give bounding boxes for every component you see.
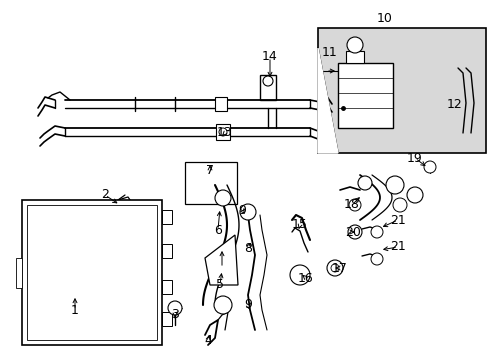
Bar: [162, 210, 172, 224]
Bar: [215, 97, 226, 111]
Circle shape: [370, 253, 382, 265]
Circle shape: [219, 128, 226, 136]
Bar: [162, 244, 172, 258]
Text: 11: 11: [322, 45, 337, 58]
Text: 4: 4: [203, 333, 211, 346]
Bar: [16, 258, 22, 288]
Circle shape: [263, 76, 272, 86]
Text: 19: 19: [407, 152, 422, 165]
Text: 21: 21: [389, 213, 405, 226]
Polygon shape: [204, 235, 238, 285]
Bar: [346, 51, 363, 63]
Polygon shape: [317, 48, 337, 153]
Bar: [337, 63, 392, 128]
Text: 9: 9: [244, 298, 251, 311]
Circle shape: [392, 198, 406, 212]
Circle shape: [347, 225, 361, 239]
Bar: [162, 312, 172, 326]
Bar: [184, 162, 237, 204]
Text: 8: 8: [244, 242, 251, 255]
Text: 12: 12: [446, 99, 462, 112]
Text: 10: 10: [376, 12, 392, 24]
Circle shape: [215, 190, 230, 206]
Circle shape: [357, 176, 371, 190]
Text: 3: 3: [171, 309, 179, 321]
Bar: [162, 280, 172, 294]
Circle shape: [406, 187, 422, 203]
Text: 21: 21: [389, 240, 405, 253]
Text: 1: 1: [71, 303, 79, 316]
Circle shape: [168, 301, 182, 315]
Text: 18: 18: [344, 198, 359, 211]
Text: 6: 6: [214, 224, 222, 237]
Text: 15: 15: [291, 219, 307, 231]
Text: 17: 17: [331, 261, 347, 274]
Circle shape: [330, 264, 338, 272]
Text: 2: 2: [101, 189, 109, 202]
Text: 5: 5: [216, 279, 224, 292]
Text: 7: 7: [205, 163, 214, 176]
Circle shape: [214, 296, 231, 314]
Text: 9: 9: [238, 203, 245, 216]
Bar: [317, 28, 485, 153]
Text: 20: 20: [345, 225, 360, 238]
Text: 16: 16: [298, 271, 313, 284]
Bar: [260, 75, 275, 100]
Bar: [27, 205, 157, 340]
Circle shape: [240, 204, 256, 220]
Circle shape: [370, 226, 382, 238]
Circle shape: [346, 37, 362, 53]
Bar: [22, 200, 162, 345]
Text: 13: 13: [217, 126, 232, 139]
Bar: [216, 124, 229, 140]
Text: 14: 14: [262, 50, 277, 63]
Circle shape: [348, 199, 360, 211]
Circle shape: [423, 161, 435, 173]
Circle shape: [326, 260, 342, 276]
Circle shape: [385, 176, 403, 194]
Circle shape: [289, 265, 309, 285]
